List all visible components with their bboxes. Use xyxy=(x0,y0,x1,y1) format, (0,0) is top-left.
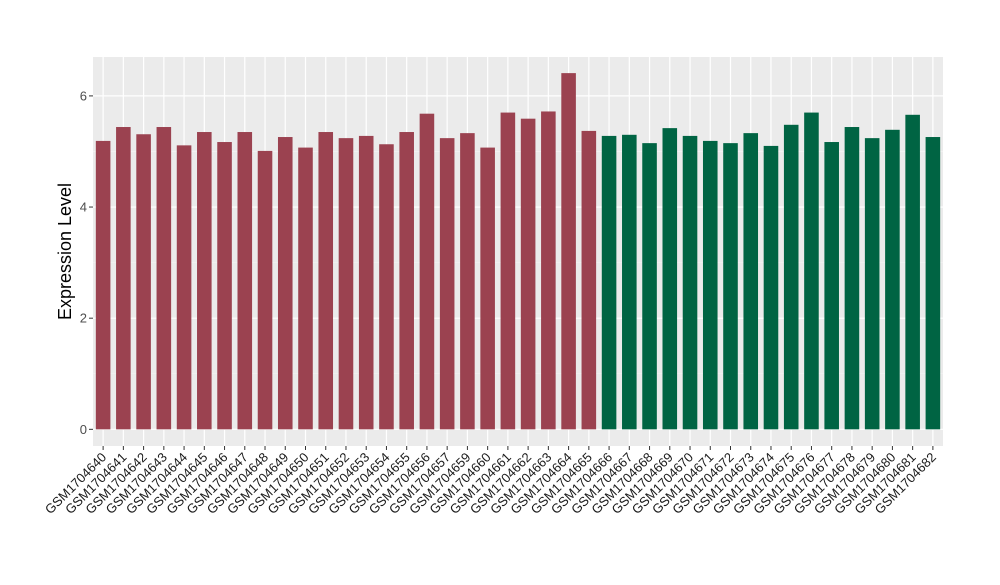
plot-panel xyxy=(93,57,943,446)
bar xyxy=(581,130,597,430)
y-tick-label: 0 xyxy=(80,422,87,437)
bar xyxy=(419,113,435,430)
bar xyxy=(601,135,617,430)
bar xyxy=(702,140,718,430)
bar xyxy=(783,124,799,430)
bar xyxy=(136,134,151,430)
bars xyxy=(95,73,941,430)
bar xyxy=(520,118,536,430)
bar xyxy=(338,138,354,430)
y-axis-label: Expression Level xyxy=(55,183,75,320)
bar xyxy=(905,114,920,430)
bar xyxy=(116,127,131,430)
bar xyxy=(156,127,172,430)
x-axis: GSM1704640GSM1704641GSM1704642GSM1704643… xyxy=(42,446,939,517)
bar xyxy=(500,112,516,430)
y-tick-label: 6 xyxy=(80,88,87,103)
bar xyxy=(622,134,637,430)
bar xyxy=(318,132,334,430)
bar xyxy=(864,138,880,430)
bar xyxy=(925,137,941,430)
y-axis: 0 2 4 6 xyxy=(80,88,93,437)
bar xyxy=(662,128,678,430)
bar xyxy=(217,142,232,430)
bar xyxy=(885,129,900,430)
bar xyxy=(95,140,111,430)
bar xyxy=(460,133,475,430)
bar xyxy=(237,132,253,430)
bar xyxy=(399,132,414,430)
bar xyxy=(176,145,192,430)
bar xyxy=(844,127,860,430)
bar xyxy=(682,135,698,430)
bar xyxy=(257,150,273,430)
bar xyxy=(763,145,779,430)
bar xyxy=(723,143,738,430)
bar xyxy=(561,73,576,430)
bar xyxy=(298,147,313,430)
bar xyxy=(642,143,657,430)
grid-minor xyxy=(93,151,943,375)
bar xyxy=(358,135,374,430)
bar xyxy=(743,133,759,430)
bar xyxy=(480,147,495,430)
bar xyxy=(197,132,212,430)
bar xyxy=(379,144,394,430)
bar xyxy=(439,138,455,430)
y-tick-label: 4 xyxy=(80,200,87,215)
bar xyxy=(541,111,556,430)
bar xyxy=(824,142,839,430)
y-tick-label: 2 xyxy=(80,311,87,326)
bar xyxy=(277,137,293,430)
bar xyxy=(804,112,819,430)
